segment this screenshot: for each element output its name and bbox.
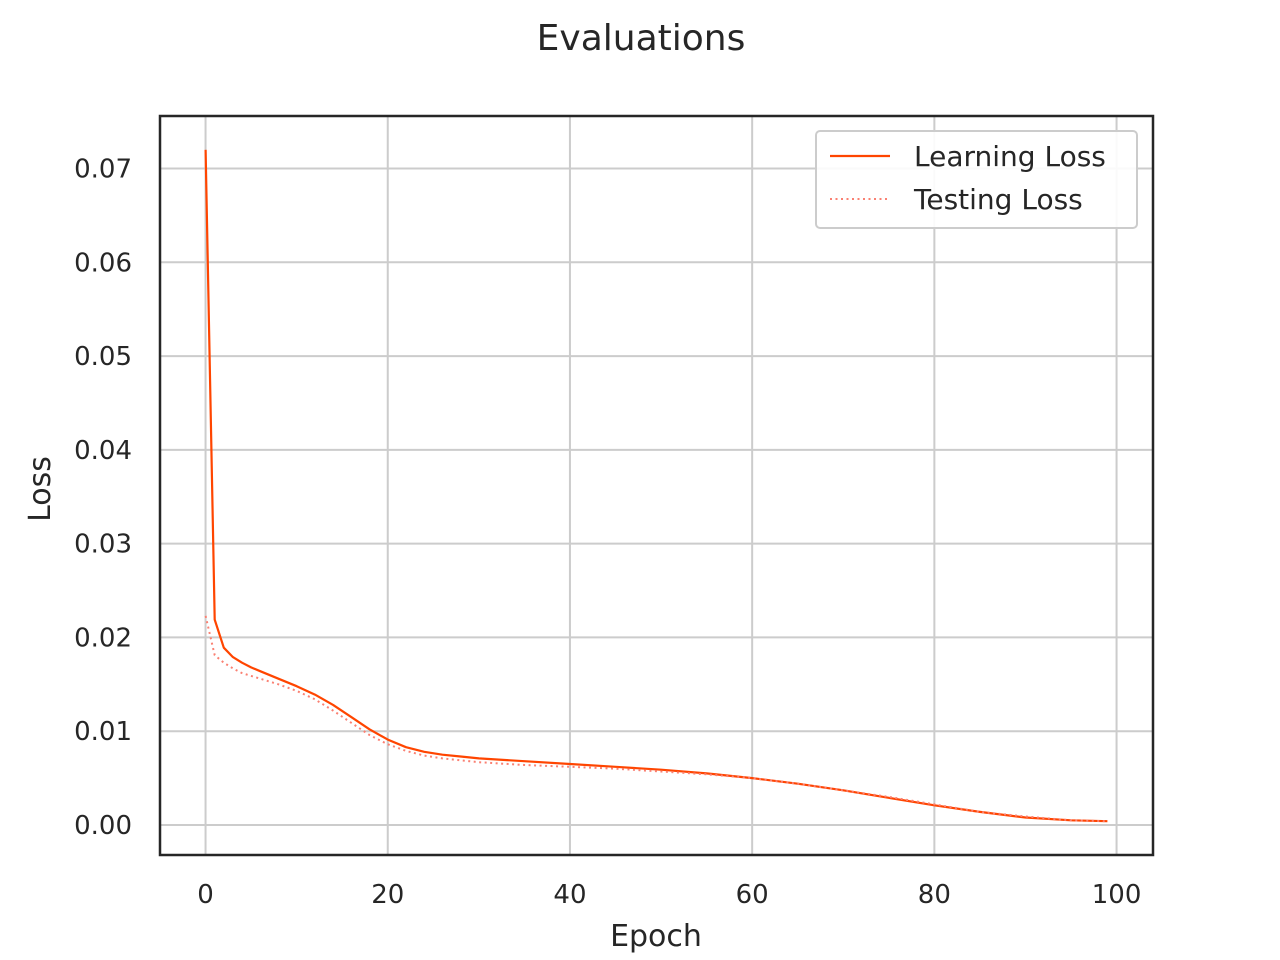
legend: Learning Loss Testing Loss <box>815 130 1138 229</box>
x-axis-ticks: 0 20 40 60 80 100 <box>197 880 1141 910</box>
series-lines <box>204 149 1108 823</box>
x-axis-label: Epoch <box>610 919 702 954</box>
series-line-0 <box>204 149 1108 823</box>
legend-label-1: Testing Loss <box>913 183 1083 216</box>
y-tick-label: 0.01 <box>74 717 132 747</box>
x-tick-label: 100 <box>1092 880 1142 910</box>
series-line-1 <box>204 615 1108 823</box>
y-tick-label: 0.05 <box>74 342 132 372</box>
y-tick-label: 0.06 <box>74 248 132 278</box>
y-axis-label: Loss <box>23 456 58 522</box>
y-axis-ticks: 0.00 0.01 0.02 0.03 0.04 0.05 0.06 0.07 <box>74 155 132 841</box>
x-tick-label: 20 <box>371 880 404 910</box>
x-tick-label: 80 <box>918 880 951 910</box>
y-tick-label: 0.00 <box>74 811 132 841</box>
legend-label-0: Learning Loss <box>914 140 1106 173</box>
plot-frame <box>158 114 1155 857</box>
x-tick-label: 0 <box>197 880 214 910</box>
y-tick-label: 0.07 <box>74 155 132 185</box>
x-tick-label: 60 <box>736 880 769 910</box>
x-tick-label: 40 <box>553 880 586 910</box>
y-tick-label: 0.03 <box>74 530 132 560</box>
y-tick-label: 0.04 <box>74 436 132 466</box>
legend-box <box>815 130 1138 229</box>
y-tick-label: 0.02 <box>74 623 132 653</box>
chart-title: Evaluations <box>537 18 746 59</box>
